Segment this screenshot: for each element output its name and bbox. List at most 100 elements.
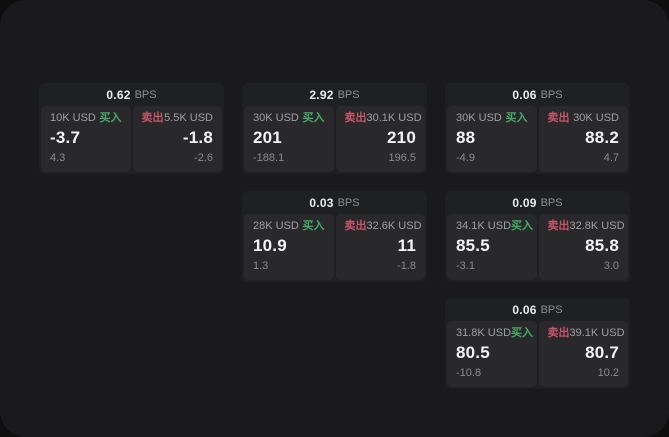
quote-card: 0.06 BPS 30K USD 买入 88 -4.9 卖出 30K USD [445,83,630,174]
bps-unit-label: BPS [134,88,157,101]
card-body: 34.1K USD 买入 85.5 -3.1 卖出 32.8K USD 85.8… [445,214,630,282]
sell-panel[interactable]: 卖出 32.6K USD 11 -1.8 [335,214,425,280]
sell-panel[interactable]: 卖出 30K USD 88.2 4.7 [538,106,628,172]
sell-notional: 39.1K USD [569,327,625,339]
buy-panel-top: 10K USD 买入 [50,112,122,125]
sell-value: -1.8 [182,128,213,147]
sell-panel[interactable]: 卖出 5.5K USD -1.8 -2.6 [132,106,222,172]
bps-header: 2.92 BPS [242,83,427,106]
sell-panel[interactable]: 卖出 30.1K USD 210 196.5 [335,106,425,172]
buy-delta: -3.1 [456,260,475,272]
buy-notional: 30K USD [456,112,502,124]
buy-label: 买入 [511,327,534,339]
sell-value: 80.7 [585,343,619,362]
sell-panel-top: 卖出 30.1K USD [344,112,422,125]
sell-notional: 30.1K USD [366,112,422,124]
buy-panel[interactable]: 31.8K USD 买入 80.5 -10.8 [447,321,537,387]
sell-panel-top: 卖出 32.6K USD [344,220,422,233]
buy-label: 买入 [511,220,534,232]
buy-panel-top: 30K USD 买入 [253,112,325,125]
buy-panel[interactable]: 34.1K USD 买入 85.5 -3.1 [447,214,537,280]
sell-label: 卖出 [344,220,367,232]
buy-label: 买入 [302,220,325,232]
sell-panel[interactable]: 卖出 32.8K USD 85.8 3.0 [538,214,628,280]
buy-value: 85.5 [456,236,490,255]
bps-value: 0.06 [512,302,537,317]
card-body: 30K USD 买入 88 -4.9 卖出 30K USD 88.2 4.7 [445,106,630,174]
bps-header: 0.09 BPS [445,191,630,214]
bps-value: 0.09 [512,195,537,210]
buy-panel-top: 30K USD 买入 [456,112,528,125]
card-body: 10K USD 买入 -3.7 4.3 卖出 5.5K USD -1.8 -2.… [39,106,224,174]
sell-label: 卖出 [547,112,570,124]
sell-notional: 32.8K USD [569,220,625,232]
quote-card: 0.09 BPS 34.1K USD 买入 85.5 -3.1 卖出 32.8K… [445,191,630,282]
sell-label: 卖出 [547,220,570,232]
buy-delta: -188.1 [253,152,285,164]
sell-delta: 10.2 [597,367,619,379]
buy-value: 88 [456,128,476,147]
bps-value: 2.92 [309,87,334,102]
buy-notional: 10K USD [50,112,96,124]
buy-notional: 28K USD [253,220,299,232]
sell-label: 卖出 [344,112,367,124]
card-body: 30K USD 买入 201 -188.1 卖出 30.1K USD 210 1… [242,106,427,174]
bps-unit-label: BPS [337,88,360,101]
buy-notional: 34.1K USD [456,220,512,232]
sell-panel-top: 卖出 32.8K USD [547,220,625,233]
sell-panel-top: 卖出 30K USD [548,112,620,125]
buy-panel-top: 31.8K USD 买入 [456,327,533,340]
buy-delta: -10.8 [456,367,482,379]
bps-header: 0.06 BPS [445,298,630,321]
buy-notional: 31.8K USD [456,327,512,339]
sell-label: 卖出 [141,112,164,124]
sell-delta: 196.5 [388,152,416,164]
quote-card: 0.62 BPS 10K USD 买入 -3.7 4.3 卖出 5.5K USD [39,83,224,174]
buy-panel-top: 34.1K USD 买入 [456,220,533,233]
quote-card: 0.06 BPS 31.8K USD 买入 80.5 -10.8 卖出 39.1… [445,298,630,389]
sell-value: 88.2 [585,128,619,147]
card-body: 31.8K USD 买入 80.5 -10.8 卖出 39.1K USD 80.… [445,321,630,389]
bps-unit-label: BPS [337,196,360,209]
quote-card: 2.92 BPS 30K USD 买入 201 -188.1 卖出 30.1K … [242,83,427,174]
buy-value: 201 [253,128,282,147]
sell-panel[interactable]: 卖出 39.1K USD 80.7 10.2 [538,321,628,387]
sell-label: 卖出 [547,327,570,339]
buy-panel-top: 28K USD 买入 [253,220,325,233]
buy-panel[interactable]: 30K USD 买入 88 -4.9 [447,106,537,172]
buy-label: 买入 [99,112,122,124]
bps-unit-label: BPS [540,303,563,316]
buy-delta: 4.3 [50,152,66,164]
sell-delta: 4.7 [603,152,619,164]
bps-unit-label: BPS [540,88,563,101]
buy-label: 买入 [505,112,528,124]
bps-value: 0.03 [309,195,334,210]
sell-panel-top: 卖出 5.5K USD [142,112,214,125]
bps-unit-label: BPS [540,196,563,209]
sell-notional: 5.5K USD [164,112,213,124]
bps-header: 0.03 BPS [242,191,427,214]
buy-panel[interactable]: 30K USD 买入 201 -188.1 [244,106,334,172]
sell-panel-top: 卖出 39.1K USD [547,327,625,340]
bps-header: 0.06 BPS [445,83,630,106]
buy-value: -3.7 [50,128,81,147]
buy-panel[interactable]: 10K USD 买入 -3.7 4.3 [41,106,131,172]
buy-notional: 30K USD [253,112,299,124]
buy-label: 买入 [302,112,325,124]
card-body: 28K USD 买入 10.9 1.3 卖出 32.6K USD 11 -1.8 [242,214,427,282]
bps-header: 0.62 BPS [39,83,224,106]
bps-value: 0.62 [106,87,131,102]
bps-value: 0.06 [512,87,537,102]
sell-delta: -2.6 [194,152,213,164]
sell-delta: -1.8 [397,260,416,272]
buy-panel[interactable]: 28K USD 买入 10.9 1.3 [244,214,334,280]
sell-notional: 30K USD [573,112,619,124]
sell-notional: 32.6K USD [366,220,422,232]
buy-delta: -4.9 [456,152,475,164]
sell-value: 11 [397,236,416,255]
buy-value: 80.5 [456,343,490,362]
buy-value: 10.9 [253,236,287,255]
sell-value: 210 [387,128,416,147]
